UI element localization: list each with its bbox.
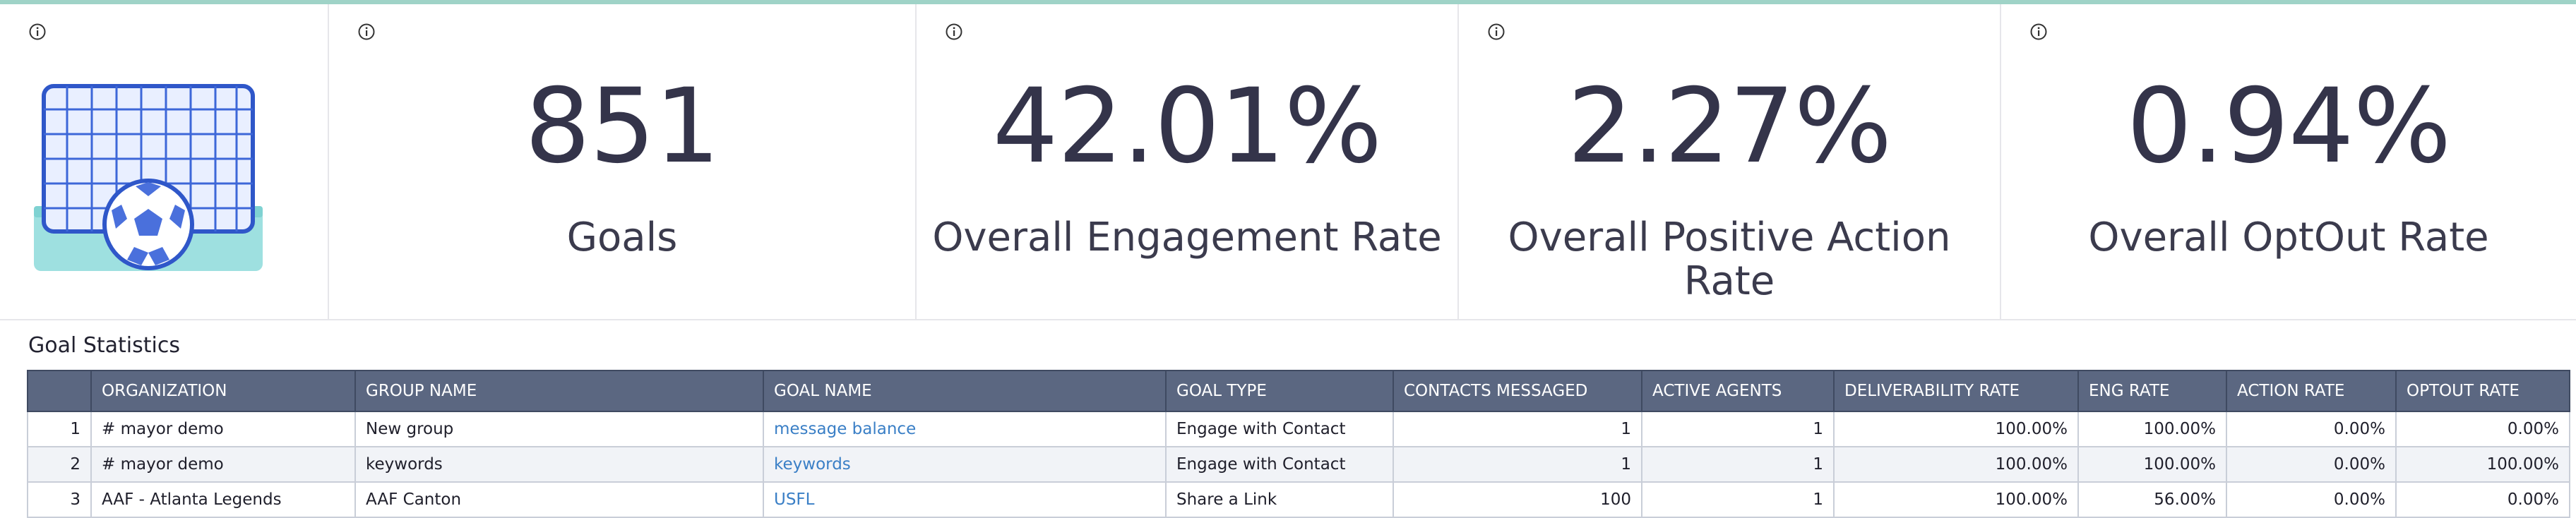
metric-label: Overall Positive Action Rate — [1508, 215, 1951, 304]
top-accent-line — [0, 0, 2576, 4]
section-title: Goal Statistics — [28, 333, 180, 358]
table-row: 3 AAF - Atlanta Legends AAF Canton USFL … — [27, 481, 2570, 518]
cell-goal-type: Share a Link — [1165, 481, 1394, 518]
kpi-tile-optout-rate: 0.94% Overall OptOut Rate — [2001, 4, 2576, 319]
metric-value: 851 — [525, 66, 720, 186]
cell-deliverability-rate: 100.00% — [1833, 481, 2079, 518]
kpi-row: 851 Goals 42.01% Overall Engagement Rate… — [0, 4, 2576, 320]
cell-action-rate: 0.00% — [2226, 481, 2397, 518]
metric-value: 42.01% — [992, 66, 1383, 186]
cell-group-name: AAF Canton — [354, 481, 764, 518]
goal-statistics-table: ORGANIZATION GROUP NAME GOAL NAME GOAL T… — [27, 370, 2570, 518]
column-header-eng-rate[interactable]: ENG RATE — [2077, 370, 2227, 412]
cell-organization: # mayor demo — [90, 411, 356, 447]
column-header-organization[interactable]: ORGANIZATION — [90, 370, 356, 412]
cell-contacts-messaged: 100 — [1393, 481, 1642, 518]
column-header-optout-rate[interactable]: OPTOUT RATE — [2395, 370, 2570, 412]
cell-organization: # mayor demo — [90, 446, 356, 483]
table-header-row: ORGANIZATION GROUP NAME GOAL NAME GOAL T… — [27, 370, 2570, 412]
column-header-goal-name[interactable]: GOAL NAME — [763, 370, 1167, 412]
cell-contacts-messaged: 1 — [1393, 446, 1642, 483]
kpi-tile-engagement-rate: 42.01% Overall Engagement Rate — [917, 4, 1459, 319]
goal-illustration-tile — [0, 4, 329, 319]
info-circle-icon[interactable] — [2029, 23, 2048, 41]
goal-name-link[interactable]: message balance — [763, 411, 1167, 447]
row-index: 1 — [27, 411, 92, 447]
cell-eng-rate: 100.00% — [2077, 411, 2227, 447]
info-circle-icon[interactable] — [357, 23, 376, 41]
goal-name-link[interactable]: USFL — [763, 481, 1167, 518]
soccer-goal-icon — [34, 84, 263, 271]
column-header-deliverability-rate[interactable]: DELIVERABILITY RATE — [1833, 370, 2079, 412]
column-header-action-rate[interactable]: ACTION RATE — [2226, 370, 2397, 412]
column-header-active-agents[interactable]: ACTIVE AGENTS — [1641, 370, 1835, 412]
cell-optout-rate: 0.00% — [2395, 481, 2570, 518]
goal-name-link[interactable]: keywords — [763, 446, 1167, 483]
cell-optout-rate: 100.00% — [2395, 446, 2570, 483]
cell-eng-rate: 100.00% — [2077, 446, 2227, 483]
info-circle-icon[interactable] — [945, 23, 963, 41]
column-header-group-name[interactable]: GROUP NAME — [354, 370, 764, 412]
column-header-index[interactable] — [27, 370, 92, 412]
row-index: 3 — [27, 481, 92, 518]
cell-active-agents: 1 — [1641, 411, 1835, 447]
cell-contacts-messaged: 1 — [1393, 411, 1642, 447]
column-header-contacts-messaged[interactable]: CONTACTS MESSAGED — [1393, 370, 1642, 412]
cell-optout-rate: 0.00% — [2395, 411, 2570, 447]
cell-eng-rate: 56.00% — [2077, 481, 2227, 518]
row-index: 2 — [27, 446, 92, 483]
cell-organization: AAF - Atlanta Legends — [90, 481, 356, 518]
goal-statistics-table-wrapper: ORGANIZATION GROUP NAME GOAL NAME GOAL T… — [27, 370, 2570, 518]
cell-group-name: keywords — [354, 446, 764, 483]
cell-active-agents: 1 — [1641, 481, 1835, 518]
table-row: 2 # mayor demo keywords keywords Engage … — [27, 446, 2570, 483]
table-row: 1 # mayor demo New group message balance… — [27, 411, 2570, 447]
info-circle-icon[interactable] — [1487, 23, 1505, 41]
metric-value: 2.27% — [1567, 66, 1892, 186]
column-header-goal-type[interactable]: GOAL TYPE — [1165, 370, 1394, 412]
metric-label: Overall Engagement Rate — [932, 215, 1442, 260]
metric-label: Goals — [566, 215, 678, 260]
cell-deliverability-rate: 100.00% — [1833, 411, 2079, 447]
cell-active-agents: 1 — [1641, 446, 1835, 483]
cell-action-rate: 0.00% — [2226, 411, 2397, 447]
cell-goal-type: Engage with Contact — [1165, 411, 1394, 447]
cell-group-name: New group — [354, 411, 764, 447]
kpi-tile-goals: 851 Goals — [329, 4, 917, 319]
kpi-tile-positive-action-rate: 2.27% Overall Positive Action Rate — [1459, 4, 2001, 319]
info-circle-icon[interactable] — [28, 23, 47, 41]
cell-action-rate: 0.00% — [2226, 446, 2397, 483]
metric-value: 0.94% — [2126, 66, 2452, 186]
cell-goal-type: Engage with Contact — [1165, 446, 1394, 483]
cell-deliverability-rate: 100.00% — [1833, 446, 2079, 483]
metric-label: Overall OptOut Rate — [2088, 215, 2489, 260]
